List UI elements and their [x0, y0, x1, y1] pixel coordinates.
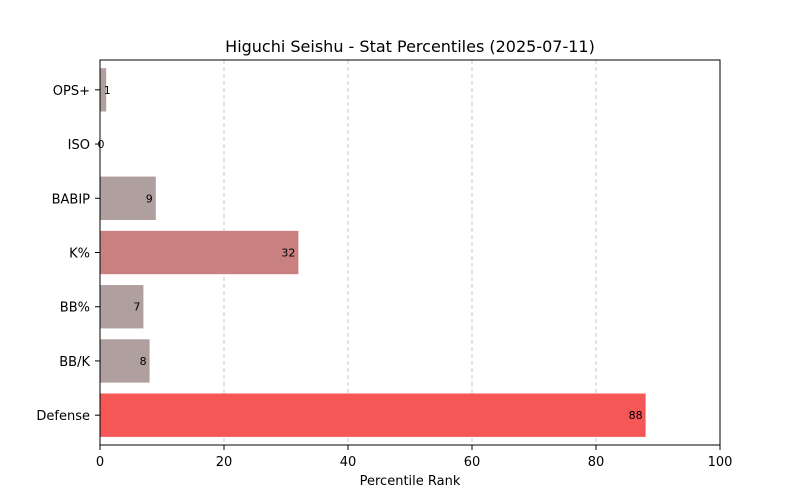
- y-tick-label: K%: [69, 247, 90, 262]
- bar: [100, 285, 144, 329]
- x-tick-label: 40: [340, 455, 357, 470]
- x-axis: 0 20 40 60 80 100: [96, 445, 733, 470]
- data-label: 8: [140, 355, 147, 368]
- data-label: 0: [98, 138, 105, 151]
- data-label: 9: [146, 192, 153, 205]
- data-label: 88: [629, 409, 643, 422]
- data-label: 7: [133, 301, 140, 314]
- x-tick-label: 80: [588, 455, 605, 470]
- y-tick-label: BB/K: [59, 355, 90, 370]
- y-tick-label: BABIP: [52, 192, 91, 207]
- y-axis: OPS+ ISO BABIP K% BB% BB/K Defense: [36, 84, 100, 424]
- x-tick-label: 20: [216, 455, 233, 470]
- y-tick-label: Defense: [36, 409, 90, 424]
- y-tick-label: OPS+: [53, 84, 90, 99]
- data-label: 32: [281, 247, 295, 260]
- bar: [100, 176, 156, 220]
- y-tick-label: ISO: [68, 138, 90, 153]
- bar: [100, 393, 646, 437]
- x-tick-label: 100: [708, 455, 733, 470]
- chart-title: Higuchi Seishu - Stat Percentiles (2025-…: [225, 37, 595, 56]
- x-tick-label: 0: [96, 455, 104, 470]
- x-tick-label: 60: [464, 455, 481, 470]
- bar: [100, 68, 107, 112]
- bar: [100, 230, 299, 275]
- x-axis-label: Percentile Rank: [360, 474, 461, 489]
- y-tick-label: BB%: [60, 301, 90, 316]
- data-label: 1: [104, 84, 111, 97]
- bar: [100, 339, 150, 383]
